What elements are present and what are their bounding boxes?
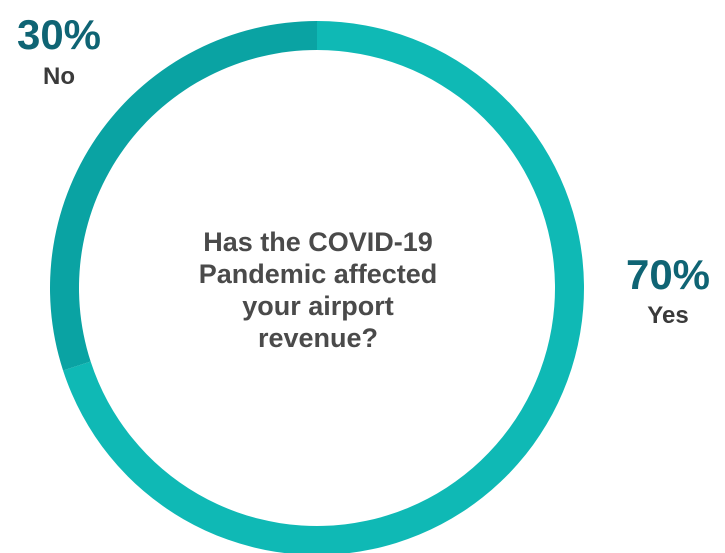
center-line-2: Pandemic affected [198, 259, 438, 289]
center-line-4: revenue? [257, 323, 379, 353]
yes-percent-label: 70% [625, 251, 711, 298]
no-percent-label: 30% [16, 11, 102, 58]
chart-center-question: Has the COVID-19 Pandemic affected your … [170, 226, 466, 354]
no-category-label: No [43, 63, 75, 90]
donut-slice-no [49, 21, 318, 371]
center-line-3: your airport [242, 291, 394, 321]
yes-category-label: Yes [647, 302, 689, 329]
center-line-1: Has the COVID-19 [203, 227, 433, 257]
